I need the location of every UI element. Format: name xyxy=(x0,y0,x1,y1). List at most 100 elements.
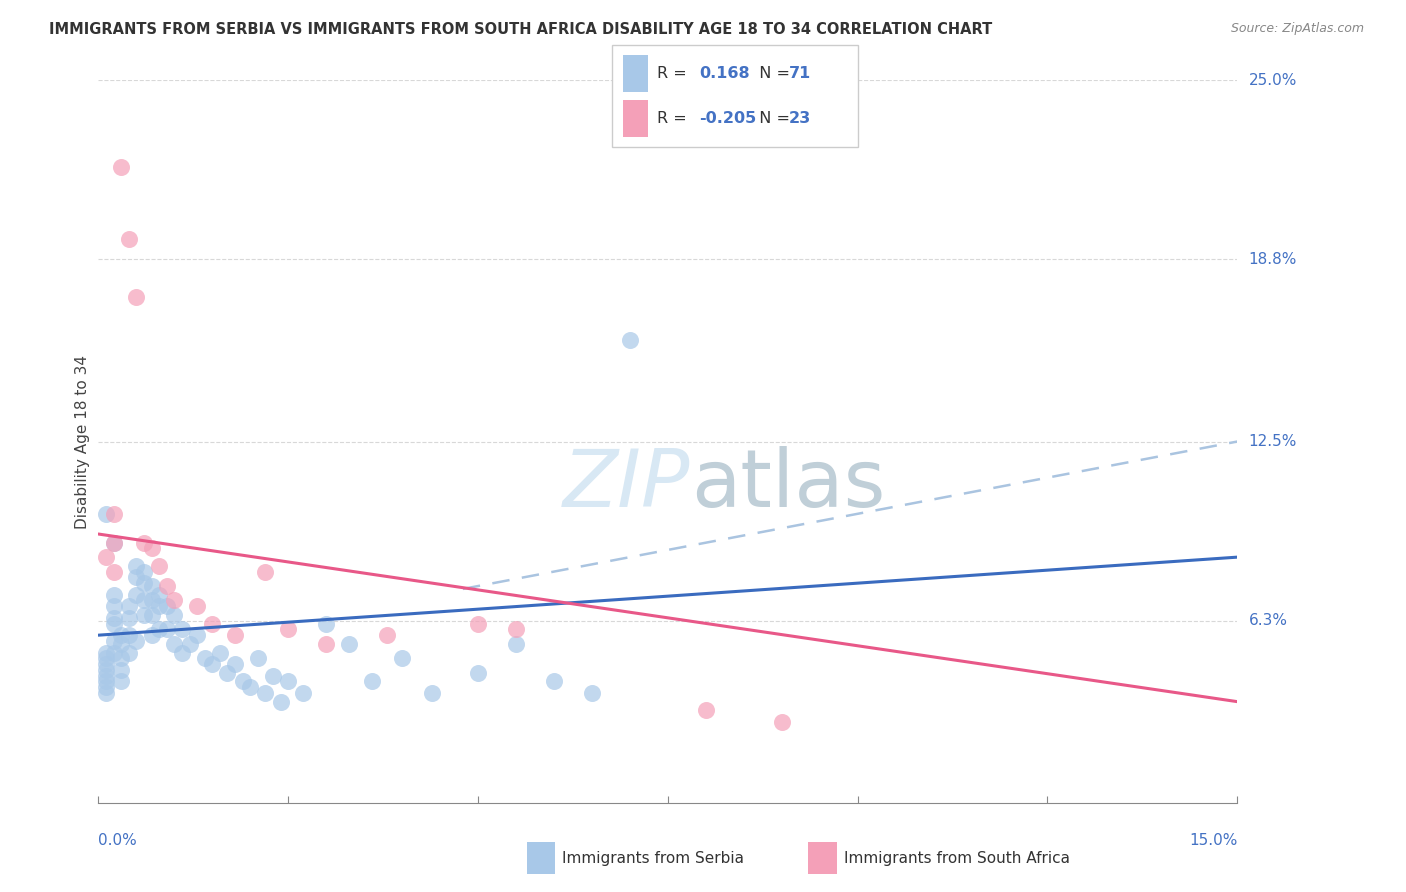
Y-axis label: Disability Age 18 to 34: Disability Age 18 to 34 xyxy=(75,354,90,529)
Point xyxy=(103,588,125,602)
Point xyxy=(103,565,125,579)
Text: N =: N = xyxy=(749,66,796,81)
Point xyxy=(360,674,382,689)
Point xyxy=(132,607,155,622)
Text: 71: 71 xyxy=(789,66,811,81)
Point xyxy=(208,646,231,660)
Point xyxy=(125,290,148,304)
Point xyxy=(224,657,246,671)
Point xyxy=(277,674,299,689)
Text: 25.0%: 25.0% xyxy=(1249,73,1296,87)
Point xyxy=(224,628,246,642)
Point xyxy=(422,686,444,700)
Point xyxy=(391,651,413,665)
Point xyxy=(141,579,163,593)
Point xyxy=(232,674,254,689)
Point xyxy=(94,680,117,694)
Point xyxy=(110,637,132,651)
Point xyxy=(186,628,208,642)
Point xyxy=(194,651,217,665)
Point xyxy=(217,665,239,680)
Point xyxy=(103,646,125,660)
Point xyxy=(141,607,163,622)
Point xyxy=(148,599,170,614)
Text: 15.0%: 15.0% xyxy=(1189,833,1237,848)
Text: IMMIGRANTS FROM SERBIA VS IMMIGRANTS FROM SOUTH AFRICA DISABILITY AGE 18 TO 34 C: IMMIGRANTS FROM SERBIA VS IMMIGRANTS FRO… xyxy=(49,22,993,37)
Point xyxy=(141,628,163,642)
Text: Immigrants from South Africa: Immigrants from South Africa xyxy=(844,851,1070,865)
Point xyxy=(125,588,148,602)
Point xyxy=(170,623,193,637)
Point xyxy=(315,637,337,651)
Point xyxy=(156,579,179,593)
Text: 6.3%: 6.3% xyxy=(1249,613,1288,628)
Point xyxy=(581,686,603,700)
Point xyxy=(132,576,155,591)
Point xyxy=(118,611,141,625)
Point xyxy=(186,599,208,614)
Point xyxy=(277,623,299,637)
Point xyxy=(148,588,170,602)
Point xyxy=(156,599,179,614)
Point xyxy=(103,599,125,614)
Point xyxy=(103,611,125,625)
Text: N =: N = xyxy=(749,111,796,126)
Point xyxy=(505,637,527,651)
Point xyxy=(132,565,155,579)
Text: 0.168: 0.168 xyxy=(699,66,749,81)
Point xyxy=(156,623,179,637)
Point xyxy=(375,628,398,642)
Point xyxy=(262,668,284,682)
Point xyxy=(467,616,489,631)
Text: 23: 23 xyxy=(789,111,811,126)
Point xyxy=(118,599,141,614)
Point xyxy=(94,646,117,660)
Point xyxy=(148,623,170,637)
Point xyxy=(179,637,201,651)
Point xyxy=(148,558,170,573)
Point xyxy=(543,674,565,689)
Text: 0.0%: 0.0% xyxy=(98,833,138,848)
Point xyxy=(94,550,117,565)
Point xyxy=(103,535,125,549)
Point xyxy=(118,232,141,246)
Point xyxy=(246,651,269,665)
Point xyxy=(125,570,148,584)
Text: atlas: atlas xyxy=(690,446,884,524)
Point xyxy=(103,634,125,648)
Text: R =: R = xyxy=(657,111,692,126)
Point xyxy=(170,646,193,660)
Point xyxy=(163,637,186,651)
Point xyxy=(110,160,132,174)
Point xyxy=(110,663,132,677)
Point xyxy=(94,674,117,689)
Point xyxy=(118,646,141,660)
Point xyxy=(125,558,148,573)
Text: ZIP: ZIP xyxy=(564,446,690,524)
Point xyxy=(110,651,132,665)
Text: R =: R = xyxy=(657,66,692,81)
Point xyxy=(254,686,277,700)
Point xyxy=(270,695,292,709)
Point xyxy=(695,703,717,717)
Point xyxy=(337,637,360,651)
Point xyxy=(103,616,125,631)
Point xyxy=(125,634,148,648)
Point xyxy=(94,507,117,521)
Point xyxy=(94,651,117,665)
Point xyxy=(94,657,117,671)
Point xyxy=(315,616,337,631)
Point xyxy=(132,535,155,549)
Point xyxy=(619,334,641,348)
Point xyxy=(201,657,224,671)
Point xyxy=(118,628,141,642)
Text: Immigrants from Serbia: Immigrants from Serbia xyxy=(562,851,744,865)
Text: 12.5%: 12.5% xyxy=(1249,434,1296,449)
Point xyxy=(110,628,132,642)
Point xyxy=(132,593,155,607)
Point xyxy=(292,686,315,700)
Point xyxy=(94,668,117,682)
Point xyxy=(110,674,132,689)
Point xyxy=(467,665,489,680)
Point xyxy=(94,686,117,700)
